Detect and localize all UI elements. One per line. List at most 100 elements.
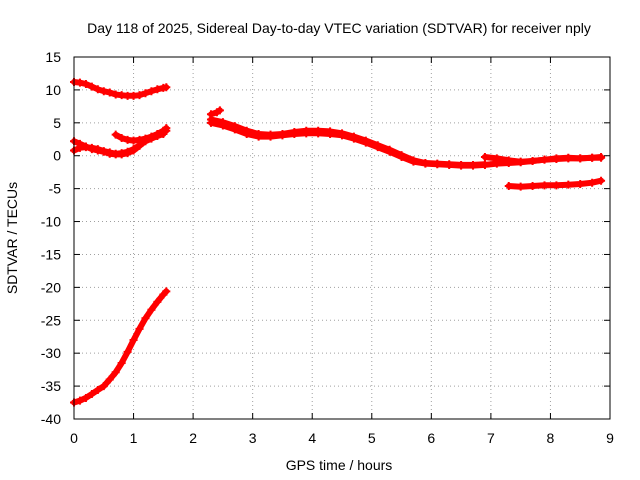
y-axis-title: SDTVAR / TECUs [4, 182, 20, 294]
data-point [105, 88, 114, 97]
data-point [135, 135, 144, 144]
data-point [576, 180, 585, 189]
data-point [93, 85, 102, 94]
data-point [504, 156, 513, 165]
data-point [153, 130, 162, 139]
x-tick-label: 1 [130, 430, 138, 446]
data-point [141, 89, 150, 98]
y-tick-label: 10 [45, 82, 61, 98]
x-tick-label: 7 [487, 430, 495, 446]
data-point [99, 382, 108, 391]
data-point [504, 182, 513, 191]
y-tick-label: 5 [53, 115, 61, 131]
data-point [153, 85, 162, 94]
x-tick-label: 2 [189, 430, 197, 446]
data-point [373, 141, 382, 150]
data-point [516, 157, 525, 166]
data-point [242, 126, 251, 135]
data-point [99, 87, 108, 96]
x-tick-label: 5 [368, 430, 376, 446]
data-point [266, 130, 275, 139]
data-point [421, 158, 430, 167]
data-point [117, 149, 126, 158]
data-point [117, 133, 126, 142]
series-track-8 [206, 115, 489, 169]
data-point [349, 132, 358, 141]
data-point [123, 147, 132, 156]
data-point [162, 287, 171, 296]
series-track-4 [111, 124, 171, 145]
data-point [141, 314, 150, 323]
data-point [457, 160, 466, 169]
x-tick-label: 8 [547, 430, 555, 446]
y-tick-label: -10 [41, 214, 61, 230]
y-tick-label: -5 [49, 181, 62, 197]
data-point [492, 154, 501, 163]
data-point [326, 127, 335, 136]
data-point [162, 83, 171, 92]
data-point [409, 156, 418, 165]
x-tick-label: 3 [249, 430, 257, 446]
data-point [87, 389, 96, 398]
data-point [528, 156, 537, 165]
data-point [278, 130, 287, 139]
data-point [129, 145, 138, 154]
axis-ticks: 0 1 2 3 4 5 6 7 8 9 15 10 5 0 -5 -10 -15 -20 -25 -30 -35 -40 [41, 49, 614, 446]
data-point [540, 181, 549, 190]
series-track-6 [206, 106, 224, 119]
data-point [93, 386, 102, 395]
data-point [230, 122, 239, 131]
data-point [445, 160, 454, 169]
y-tick-label: 0 [53, 148, 61, 164]
y-tick-label: -30 [41, 345, 61, 361]
series-track-1 [70, 78, 171, 100]
data-point [105, 148, 114, 157]
data-point [117, 359, 126, 368]
data-point [147, 87, 156, 96]
data-point [105, 375, 114, 384]
data-point [75, 78, 84, 87]
data-point [576, 154, 585, 163]
data-point [87, 143, 96, 152]
data-point [588, 153, 597, 162]
data-point [135, 324, 144, 333]
data-point [397, 151, 406, 160]
data-series [70, 78, 606, 407]
data-point [93, 145, 102, 154]
x-tick-label: 4 [308, 430, 316, 446]
y-tick-label: -40 [41, 411, 61, 427]
data-point [111, 368, 120, 377]
data-point [433, 159, 442, 168]
data-point [254, 130, 263, 139]
data-point [361, 136, 370, 145]
y-tick-label: -20 [41, 279, 61, 295]
data-point [597, 153, 606, 162]
data-point [564, 153, 573, 162]
series-track-10 [504, 176, 606, 191]
y-tick-label: -15 [41, 246, 61, 262]
data-point [81, 79, 90, 88]
y-tick-label: -25 [41, 312, 61, 328]
data-point [123, 347, 132, 356]
y-tick-label: -35 [41, 378, 61, 394]
data-point [129, 336, 138, 345]
data-point [516, 182, 525, 191]
grid [74, 57, 610, 419]
x-tick-label: 0 [70, 430, 78, 446]
data-point [99, 147, 108, 156]
x-axis-title: GPS time / hours [286, 457, 393, 473]
data-point [385, 145, 394, 154]
data-point [480, 153, 489, 162]
data-point [480, 160, 489, 169]
data-point [338, 129, 346, 138]
data-point [87, 82, 96, 91]
data-point [552, 181, 561, 190]
data-point [314, 126, 323, 135]
data-point [469, 160, 478, 169]
data-point [552, 154, 561, 163]
data-point [564, 180, 573, 189]
x-tick-label: 9 [606, 430, 614, 446]
data-point [588, 178, 597, 187]
data-point [111, 130, 120, 139]
